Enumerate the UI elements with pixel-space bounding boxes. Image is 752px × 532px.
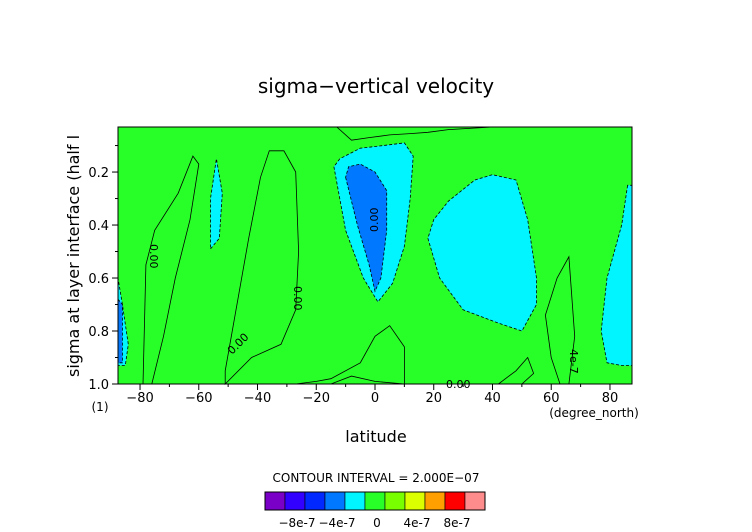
y-tick-label: 0.4 (88, 219, 109, 234)
x-axis-label: latitude (345, 427, 406, 446)
x-tick-label: −80 (126, 391, 153, 406)
contour-regions (117, 126, 633, 385)
legend-swatch (284, 491, 306, 511)
contour-region-green-bottom-mid (295, 325, 405, 385)
y-tick-label: 0.6 (88, 272, 109, 287)
legend-swatch (444, 491, 466, 511)
contour-label-group: 0.00 0.00 0.00 0.00 0.00 4e-7 (147, 208, 580, 392)
legend-swatch (464, 491, 486, 511)
contour-label: 0.00 (368, 208, 381, 233)
legend-swatch (424, 491, 446, 511)
x-tick-label: −60 (185, 391, 212, 406)
contour-label: 0.00 (291, 286, 304, 311)
legend-tick-label: 8e-7 (444, 516, 471, 530)
x-tick-label: 20 (425, 391, 442, 406)
contour-region-green-ridge-a (142, 155, 200, 385)
legend-swatch (344, 491, 366, 511)
y-axis: 0.2 0.4 0.6 0.8 1.0 (88, 145, 118, 393)
contour-region-green-right-mid (544, 255, 576, 385)
contour-label: 0.00 (446, 378, 471, 391)
legend-tick-label: 0 (373, 516, 381, 530)
legend-swatch (404, 491, 426, 511)
chart-title: sigma−vertical velocity (258, 74, 494, 98)
x-tick-label: −40 (244, 391, 271, 406)
x-axis-unit: (degree_north) (549, 406, 639, 420)
x-tick-label: 60 (543, 391, 560, 406)
y-axis-label: sigma at layer interface (half l (64, 135, 83, 377)
legend-swatch (304, 491, 326, 511)
legend-swatch (264, 491, 286, 511)
contour-label: 4e-7 (567, 349, 580, 374)
legend-swatch (364, 491, 386, 511)
y-tick-label: 1.0 (88, 378, 109, 393)
contour-region-cyan-small-south (210, 158, 223, 251)
x-tick-label: 40 (484, 391, 501, 406)
x-tick-label: −20 (303, 391, 330, 406)
legend-tick-label: −4e-7 (318, 516, 355, 530)
color-legend: −8e-7 −4e-7 0 4e-7 8e-7 (264, 491, 486, 530)
x-tick-label: 0 (371, 391, 379, 406)
contour-region-blue-top-center (345, 163, 388, 293)
y-axis-unit: (1) (92, 400, 109, 414)
legend-title: CONTOUR INTERVAL = 2.000E−07 (273, 471, 480, 485)
legend-swatch (324, 491, 346, 511)
legend-tick-label: 4e-7 (404, 516, 431, 530)
y-tick-label: 0.8 (88, 325, 109, 340)
x-tick-label: 80 (602, 391, 619, 406)
contour-label: 0.00 (147, 244, 160, 269)
contour-region-cyan-right-center (427, 174, 537, 332)
legend-tick-label: −8e-7 (278, 516, 315, 530)
plot-area: 0.00 0.00 0.00 0.00 0.00 4e-7 (117, 126, 633, 392)
contour-region-green-ridge-b (224, 150, 300, 385)
legend-frame (264, 491, 486, 511)
y-tick-label: 0.2 (88, 166, 109, 181)
x-axis: −80 −60 −40 −20 0 20 40 60 80 (126, 384, 618, 406)
legend-swatch (384, 491, 406, 511)
contour-region-blue-left-edge (117, 298, 123, 364)
